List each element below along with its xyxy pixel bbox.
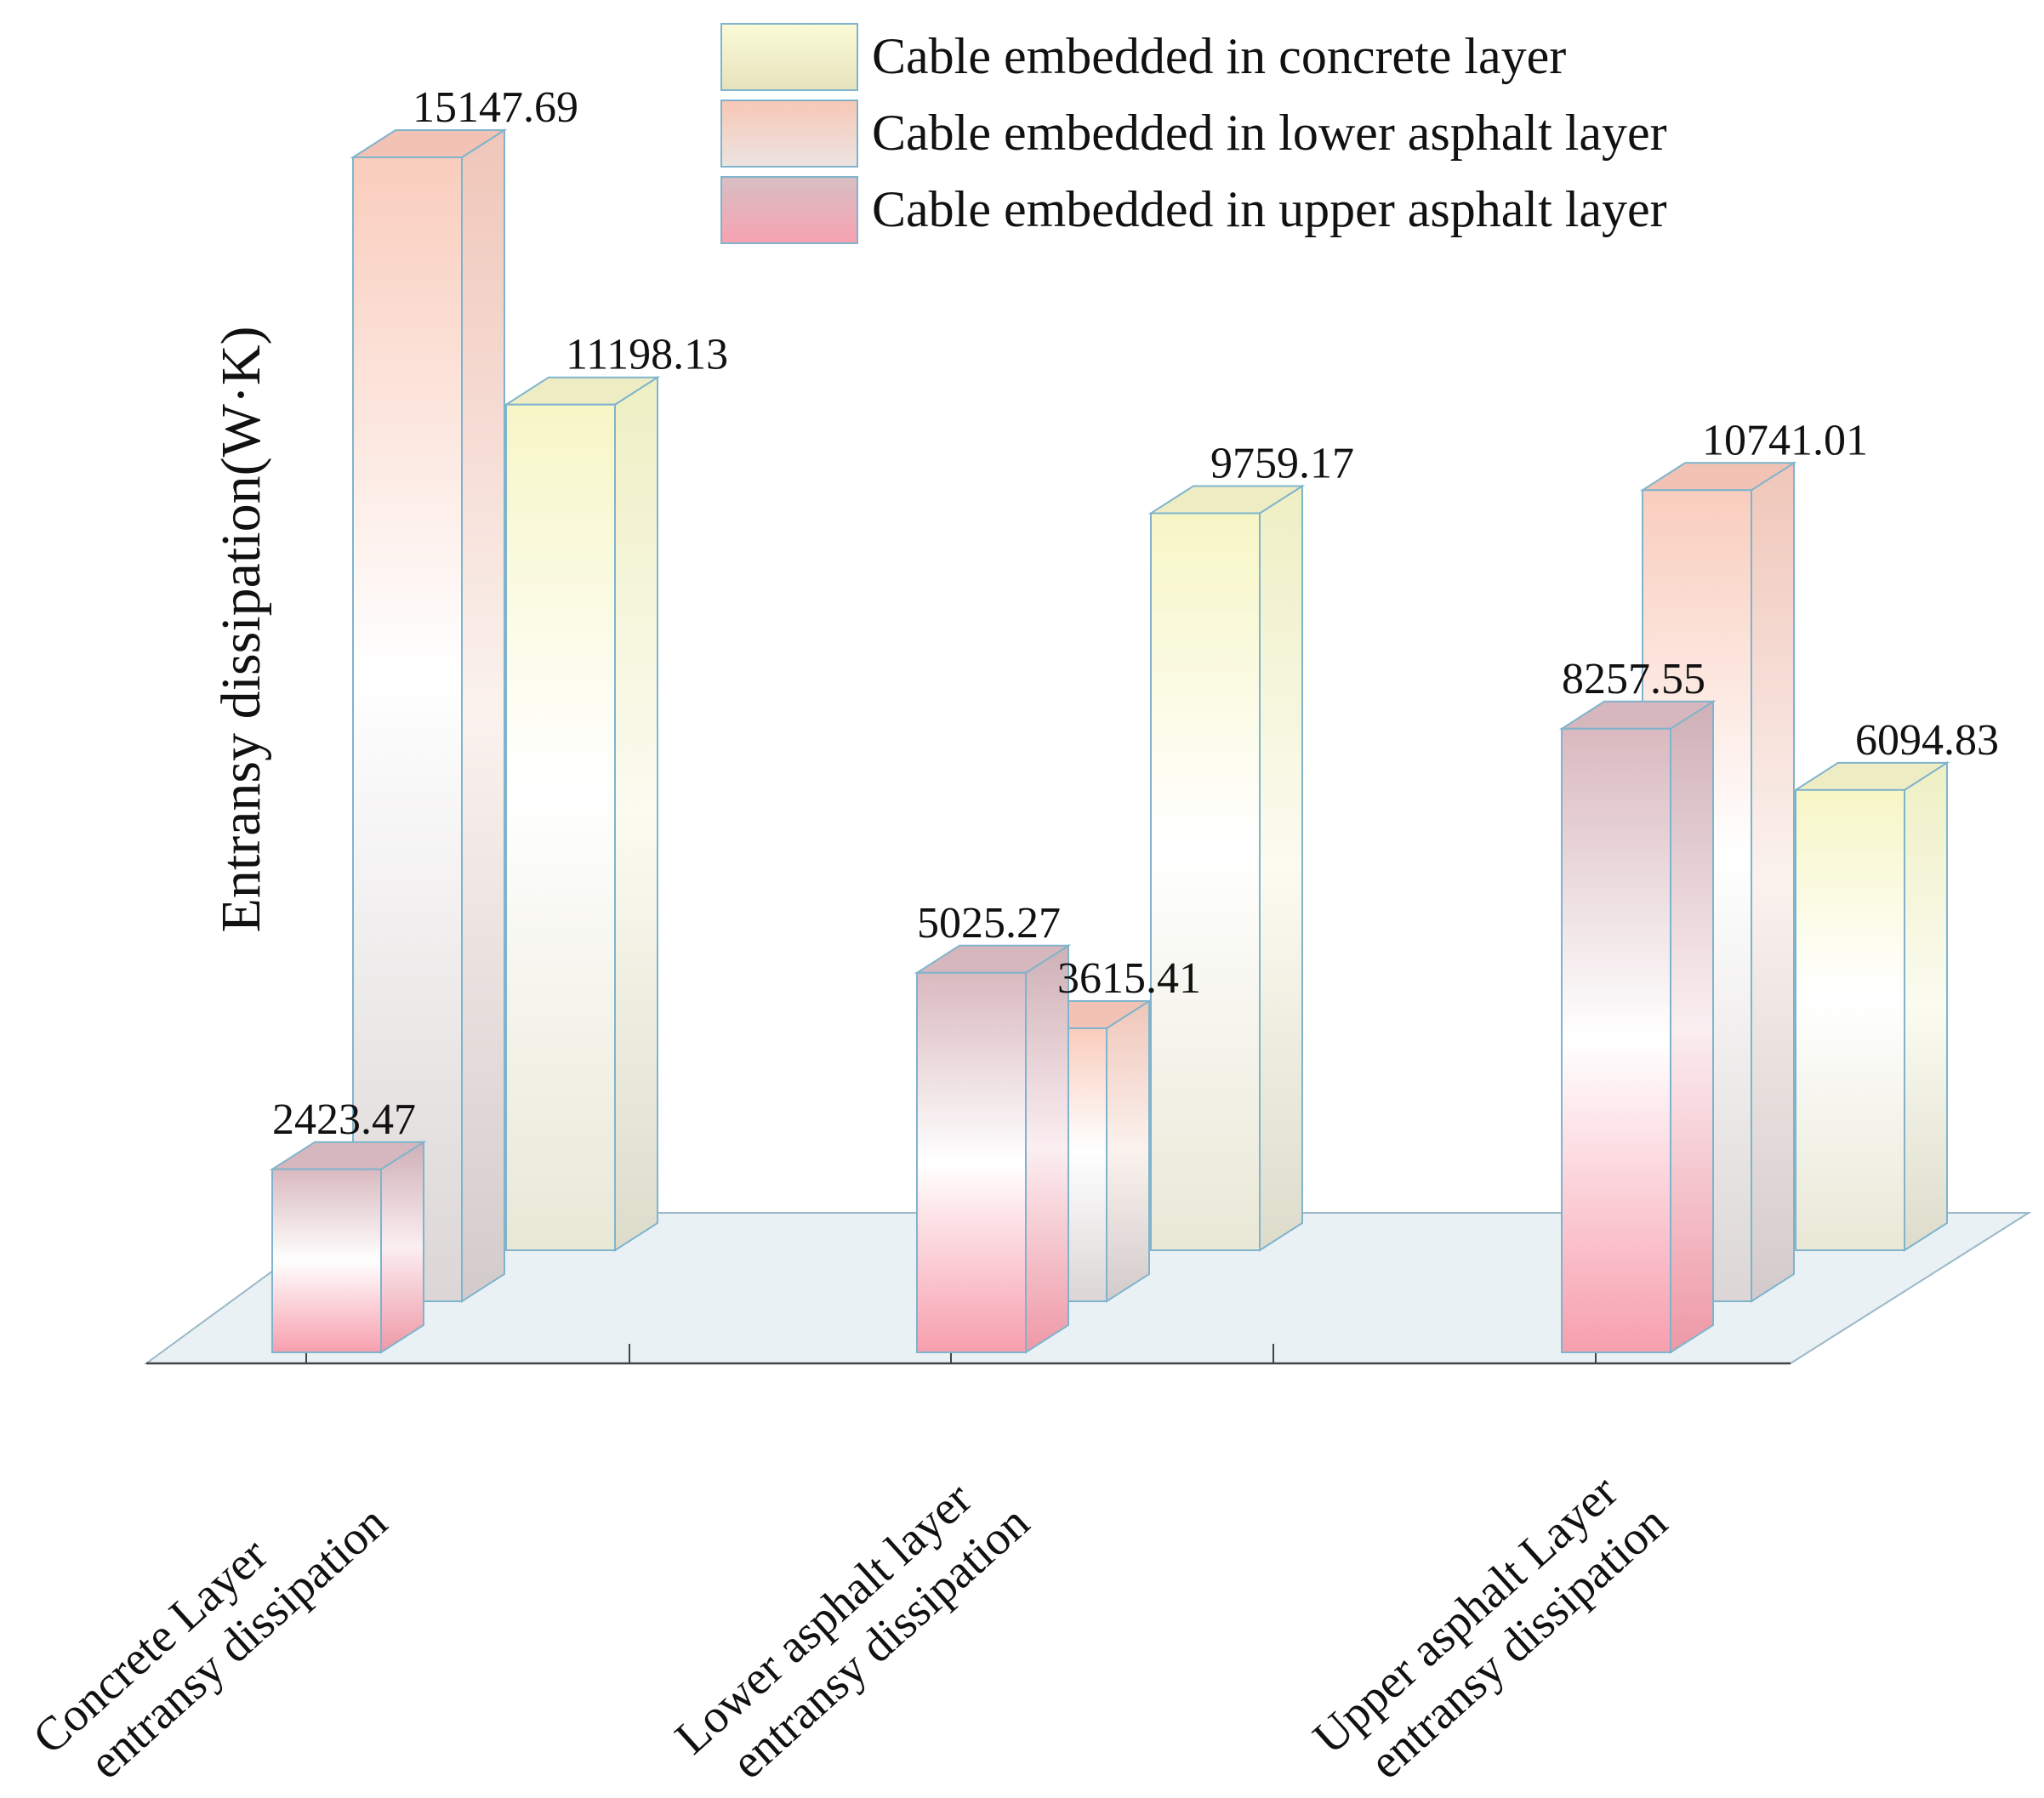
bar-side <box>1670 699 1714 1354</box>
value-label-upper-1: 2423.47 <box>272 1095 416 1144</box>
bar-front <box>916 971 1027 1354</box>
value-label-concrete-1: 11198.13 <box>566 331 728 379</box>
legend-label-concrete: Cable embedded in concrete layer <box>872 28 1566 84</box>
bar-lower-1 <box>350 128 508 1303</box>
bar-side <box>614 375 658 1252</box>
value-label-upper-2: 5025.27 <box>917 899 1061 947</box>
bar-front <box>1150 512 1261 1251</box>
bar-front <box>1561 727 1671 1353</box>
bar-side <box>1904 760 1948 1252</box>
bar-side <box>1106 999 1150 1303</box>
bar-concrete-1 <box>503 375 661 1252</box>
bar-concrete-2 <box>1147 484 1306 1252</box>
legend-swatch-lower <box>720 100 858 168</box>
bar-front <box>271 1168 382 1353</box>
legend-label-lower: Cable embedded in lower asphalt layer <box>872 105 1667 161</box>
bar-side <box>1259 484 1303 1252</box>
bar-front <box>1795 788 1905 1251</box>
value-label-concrete-3: 6094.83 <box>1855 716 1999 765</box>
bar-side <box>1751 461 1795 1303</box>
value-label-upper-3: 8257.55 <box>1562 655 1705 703</box>
bars <box>269 128 1950 1354</box>
value-label-lower-2: 3615.41 <box>1057 954 1201 1003</box>
y-axis-title: Entransy dissipation(W·K) <box>210 326 272 932</box>
value-label-lower-1: 15147.69 <box>413 83 578 132</box>
bar-upper-3 <box>1558 699 1717 1354</box>
legend: Cable embedded in concrete layer Cable em… <box>720 23 1667 244</box>
bar-upper-1 <box>269 1140 427 1354</box>
value-label-concrete-2: 9759.17 <box>1210 439 1354 487</box>
bar-upper-2 <box>914 943 1072 1354</box>
legend-label-upper: Cable embedded in upper asphalt layer <box>872 181 1667 237</box>
value-label-lower-3: 10741.01 <box>1702 416 1868 464</box>
bar-side <box>1025 943 1069 1354</box>
legend-swatch-upper <box>720 176 858 244</box>
bar-concrete-3 <box>1792 760 1950 1252</box>
value-labels: 11198.13 9759.17 6094.83 15147.69 3615.41 107… <box>272 83 1999 1144</box>
bar-side <box>380 1140 424 1354</box>
bar-side <box>461 128 505 1303</box>
legend-swatch-concrete <box>720 23 858 91</box>
bar-front <box>505 403 616 1251</box>
